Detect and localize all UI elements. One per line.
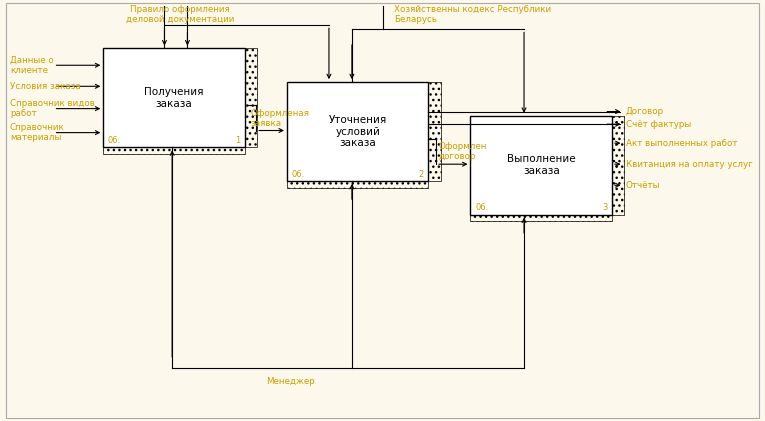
Bar	[103, 147, 245, 154]
Text: Справочник видов
работ: Справочник видов работ	[10, 99, 95, 118]
Text: 06.: 06.	[291, 170, 304, 179]
Text: 2: 2	[418, 170, 424, 179]
Bar	[287, 82, 428, 181]
Bar	[470, 116, 612, 215]
Text: Оформлен
договор: Оформлен договор	[438, 142, 487, 161]
Text: Получения
заказа: Получения заказа	[145, 87, 203, 109]
Text: Счёт фактуры: Счёт фактуры	[626, 120, 691, 129]
Text: 1: 1	[235, 136, 240, 145]
Text: Менеджер: Менеджер	[266, 377, 315, 386]
Bar	[103, 48, 245, 147]
Bar	[470, 215, 612, 221]
Text: 06.: 06.	[475, 203, 488, 212]
Bar	[428, 82, 441, 181]
Bar	[245, 48, 257, 147]
Text: Справочник
материалы: Справочник материалы	[10, 123, 65, 142]
Text: Выполнение
заказа: Выполнение заказа	[507, 155, 575, 176]
Text: 3: 3	[602, 203, 607, 212]
Bar	[287, 181, 428, 188]
Bar	[612, 116, 624, 215]
Text: Данные о
клиенте: Данные о клиенте	[10, 56, 54, 75]
Text: Уточнения
условий
заказа: Уточнения условий заказа	[328, 115, 387, 148]
Text: Акт выполненных работ: Акт выполненных работ	[626, 139, 737, 148]
Text: Договор: Договор	[626, 107, 664, 116]
Text: Условия заказа: Условия заказа	[10, 82, 81, 91]
Text: Правило оформления
деловой документации: Правило оформления деловой документации	[125, 5, 234, 24]
Text: 06.: 06.	[108, 136, 121, 145]
Text: Квитанция на оплату услуг: Квитанция на оплату услуг	[626, 160, 753, 169]
Text: Оформленая
заявка: Оформленая заявка	[251, 109, 310, 128]
Text: Отчёты: Отчёты	[626, 181, 660, 190]
Text: Хозяйственны кодекс Республики
Беларусь: Хозяйственны кодекс Республики Беларусь	[394, 5, 551, 24]
